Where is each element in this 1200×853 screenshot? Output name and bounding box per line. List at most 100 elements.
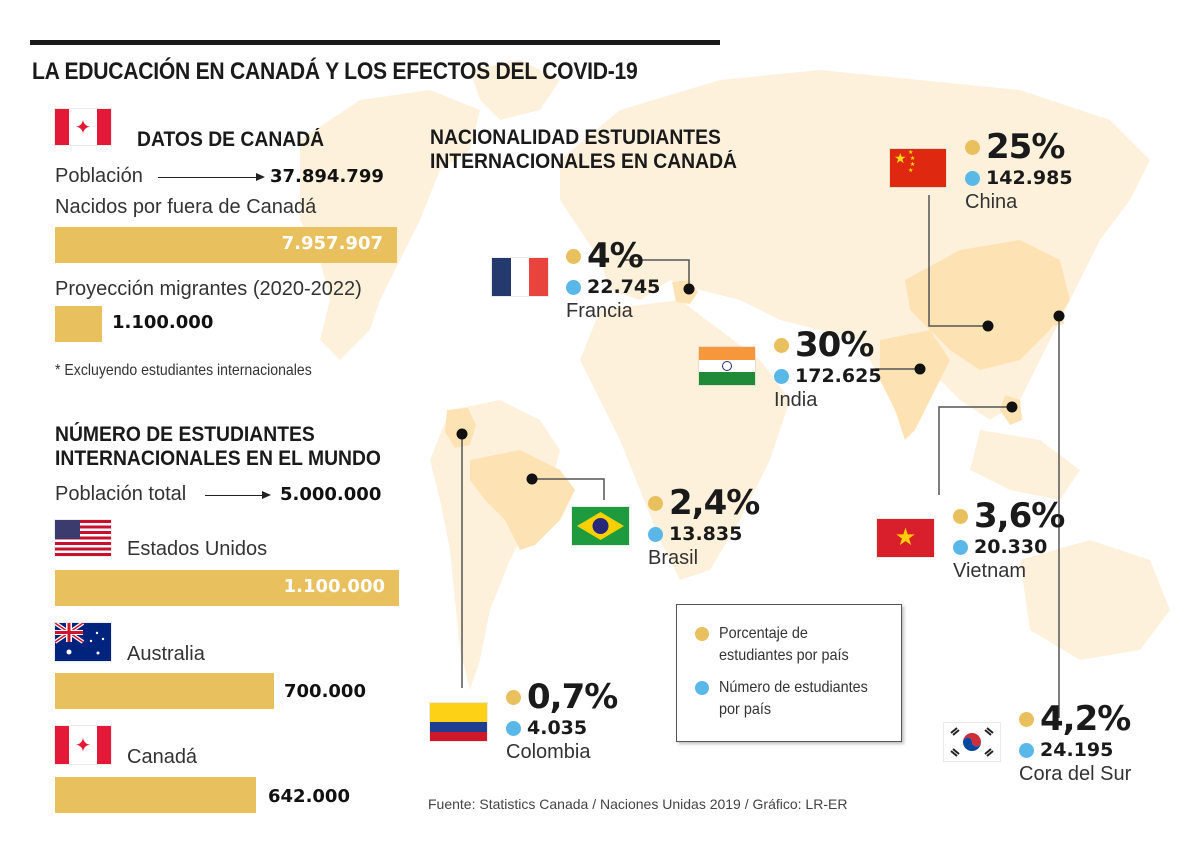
percent-dot-icon — [648, 495, 663, 511]
source-credit: Fuente: Statistics Canada / Naciones Uni… — [428, 796, 848, 812]
percent-dot-icon — [774, 337, 789, 353]
total-value: 5.000.000 — [280, 484, 382, 505]
france-percent: 4% — [587, 236, 644, 276]
china-students: 142.985 — [986, 167, 1073, 189]
china-connector — [928, 195, 988, 327]
number-dot-icon — [1019, 742, 1034, 758]
projection-value: 1.100.000 — [112, 312, 214, 333]
france-card: 4% 22.745 Francia — [566, 237, 660, 323]
nationality-heading-line2: INTERNACIONALES EN CANADÁ — [430, 150, 737, 173]
colombia-region — [445, 408, 476, 448]
number-dot-icon — [506, 720, 521, 736]
legend-percent-line2: estudiantes por país — [719, 647, 849, 664]
korea-students: 24.195 — [1040, 739, 1114, 761]
brazil-dot — [526, 473, 538, 485]
india-flag-icon — [699, 347, 755, 385]
population-label: Población — [55, 165, 143, 187]
vietnam-connector — [938, 406, 1012, 495]
canada-flag-icon: ✦ — [55, 726, 111, 764]
south-korea-flag-icon — [944, 723, 1000, 761]
born-abroad-label: Nacidos por fuera de Canadá — [55, 196, 317, 218]
india-label: India — [774, 389, 818, 411]
brazil-region — [470, 450, 575, 550]
legend-item-percent: Porcentaje de estudiantes por país — [695, 623, 863, 667]
india-card: 30% 172.625 India — [774, 326, 882, 412]
australia-value: 700.000 — [284, 681, 366, 702]
canada-value: 642.000 — [268, 786, 350, 807]
france-connector — [622, 259, 690, 289]
number-dot-icon — [965, 170, 980, 186]
arrow-icon — [158, 173, 265, 181]
vietnam-percent: 3,6% — [974, 496, 1065, 536]
korea-dot — [1053, 310, 1065, 322]
percent-dot-icon — [1019, 711, 1034, 727]
world-heading-line1: NÚMERO DE ESTUDIANTES — [55, 423, 315, 446]
brazil-students: 13.835 — [669, 523, 743, 545]
korea-card: 4,2% 24.195 Cora del Sur — [1019, 700, 1131, 786]
vietnam-students: 20.330 — [974, 536, 1048, 558]
france-flag-icon — [492, 258, 548, 296]
australia-bar — [55, 673, 274, 709]
australia-flag-icon — [55, 623, 111, 661]
korea-label: Cora del Sur — [1019, 763, 1132, 785]
number-dot-icon — [648, 526, 663, 542]
percent-dot-icon — [965, 139, 980, 155]
arrow-icon — [205, 491, 271, 499]
colombia-card: 0,7% 4.035 Colombia — [506, 677, 618, 764]
born-abroad-value: 7.957.907 — [281, 233, 383, 254]
vietnam-dot — [1006, 401, 1018, 413]
china-label: China — [965, 191, 1018, 213]
usa-value: 1.100.000 — [283, 576, 385, 597]
legend: Porcentaje de estudiantes por país Númer… — [676, 604, 902, 742]
legend-item-number: Número de estudiantes por país — [695, 677, 884, 721]
nationality-heading-line1: NACIONALIDAD ESTUDIANTES — [430, 126, 721, 149]
korea-percent: 4,2% — [1040, 699, 1131, 739]
colombia-students: 4.035 — [527, 717, 588, 739]
france-label: Francia — [566, 300, 633, 322]
china-percent: 25% — [986, 127, 1065, 167]
colombia-percent: 0,7% — [527, 677, 618, 717]
percent-dot-icon — [506, 689, 521, 705]
born-abroad-bar: 7.957.907 — [55, 227, 397, 263]
brazil-connector — [532, 478, 605, 500]
percent-dot-icon — [695, 627, 709, 641]
china-region — [905, 240, 1070, 370]
india-dot — [914, 363, 926, 375]
china-card: 25% 142.985 China — [965, 128, 1073, 214]
number-dot-icon — [953, 539, 968, 555]
world-heading-line2: INTERNACIONALES EN EL MUNDO — [55, 447, 381, 470]
vietnam-flag-icon: ★ — [877, 519, 934, 557]
australia-label: Australia — [127, 643, 205, 665]
canada-label: Canadá — [127, 746, 198, 768]
legend-number-line2: por país — [719, 701, 772, 718]
projection-bar — [55, 306, 102, 342]
canada-data-heading: DATOS DE CANADÁ — [137, 128, 325, 151]
page-title: LA EDUCACIÓN EN CANADÁ Y LOS EFECTOS DEL… — [32, 58, 638, 85]
location-dots — [456, 283, 1065, 485]
colombia-label: Colombia — [506, 741, 591, 763]
brazil-percent: 2,4% — [669, 483, 760, 523]
vietnam-label: Vietnam — [953, 560, 1027, 582]
brazil-card: 2,4% 13.835 Brasil — [648, 483, 760, 570]
map-highlights — [445, 240, 1070, 550]
legend-percent-line1: Porcentaje de — [719, 625, 808, 642]
france-students: 22.745 — [587, 276, 661, 298]
colombia-flag-icon — [430, 703, 487, 741]
connector-lines — [461, 195, 1060, 718]
colombia-dot — [456, 428, 468, 440]
percent-dot-icon — [953, 508, 968, 524]
title-rule — [30, 40, 720, 45]
vietnam-card: 3,6% 20.330 Vietnam — [953, 496, 1065, 583]
canada-flag-icon: ✦ — [55, 109, 111, 145]
india-region — [880, 330, 950, 440]
canada-bar — [55, 777, 256, 813]
number-dot-icon — [695, 681, 709, 695]
legend-number-line1: Número de estudiantes — [719, 679, 868, 696]
percent-dot-icon — [566, 248, 581, 264]
brazil-label: Brasil — [648, 547, 699, 569]
france-dot — [683, 283, 695, 295]
number-dot-icon — [774, 368, 789, 384]
brazil-flag-icon — [572, 507, 629, 545]
usa-bar: 1.100.000 — [55, 570, 399, 606]
china-dot — [982, 320, 994, 332]
